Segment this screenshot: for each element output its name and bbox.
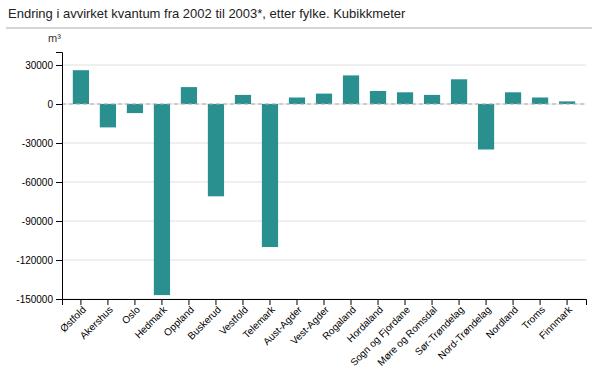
y-tick: -90000 bbox=[22, 216, 62, 227]
y-tick-label: -90000 bbox=[22, 216, 54, 227]
x-tick-mark bbox=[242, 299, 243, 305]
y-tick-mark bbox=[56, 104, 62, 105]
x-tick: Nordland bbox=[484, 299, 520, 340]
bar bbox=[100, 104, 116, 127]
grid-line bbox=[62, 65, 586, 66]
y-tick-mark bbox=[56, 143, 62, 144]
y-tick: 0 bbox=[47, 99, 62, 110]
x-tick-mark bbox=[107, 299, 108, 305]
bar bbox=[208, 104, 224, 196]
x-tick: Oslo bbox=[120, 299, 143, 326]
bar bbox=[127, 104, 143, 113]
grid bbox=[62, 65, 586, 299]
bar bbox=[73, 70, 89, 104]
x-tick-mark bbox=[188, 299, 189, 305]
y-tick-mark bbox=[56, 260, 62, 261]
x-tick-mark bbox=[351, 299, 352, 305]
zero-line bbox=[62, 104, 586, 105]
x-tick-mark bbox=[324, 299, 325, 305]
x-tick-mark bbox=[486, 299, 487, 305]
y-tick-label: -30000 bbox=[22, 138, 54, 149]
y-tick-label: 30000 bbox=[25, 60, 53, 71]
x-tick-label: Oslo bbox=[120, 304, 143, 327]
grid-line bbox=[62, 182, 586, 183]
bar bbox=[343, 75, 359, 104]
x-tick-mark bbox=[513, 299, 514, 305]
plot: -150000 -120000 -90000 -60000 -30000 0 30000 Øs… bbox=[16, 53, 586, 368]
x-tick-mark bbox=[161, 299, 162, 305]
grid-line bbox=[62, 260, 586, 261]
x-tick-mark bbox=[269, 299, 270, 305]
y-tick-mark bbox=[56, 65, 62, 66]
y-tick-label: 0 bbox=[47, 99, 53, 110]
x-tick-mark bbox=[459, 299, 460, 305]
y-axis-line bbox=[56, 53, 63, 300]
bar bbox=[154, 104, 170, 295]
bar bbox=[478, 104, 494, 150]
y-tick-label: -60000 bbox=[22, 177, 54, 188]
grid-line bbox=[62, 143, 586, 144]
y-axis: -150000 -120000 -90000 -60000 -30000 0 30000 bbox=[16, 53, 62, 305]
y-tick: -30000 bbox=[22, 138, 62, 149]
y-tick: -120000 bbox=[16, 255, 62, 266]
y-tick: -150000 bbox=[16, 294, 62, 305]
x-tick-label: Hedmark bbox=[133, 303, 170, 340]
x-tick: Buskerud bbox=[185, 299, 223, 342]
y-tick-mark bbox=[56, 221, 62, 222]
bar bbox=[451, 79, 467, 104]
x-tick-mark bbox=[567, 299, 568, 305]
title-rule bbox=[6, 28, 592, 29]
x-axis: ØstfoldAkershusOsloHedmarkOpplandBuskeru… bbox=[58, 299, 587, 368]
y-label: m³ bbox=[48, 32, 61, 44]
x-tick: Akershus bbox=[78, 299, 115, 341]
x-tick-label: Finnmark bbox=[537, 303, 575, 341]
bar bbox=[262, 104, 278, 247]
x-tick-label: Akershus bbox=[78, 304, 115, 341]
bar bbox=[289, 98, 305, 105]
bar bbox=[370, 91, 386, 104]
x-tick-mark bbox=[296, 299, 297, 305]
y-tick: 30000 bbox=[25, 60, 62, 71]
y-tick-label: -120000 bbox=[16, 255, 53, 266]
bar bbox=[316, 94, 332, 104]
bar bbox=[505, 92, 521, 104]
bar bbox=[532, 98, 548, 105]
bar bbox=[397, 92, 413, 104]
bar bbox=[181, 87, 197, 104]
x-tick-mark bbox=[80, 299, 81, 305]
x-axis-line bbox=[63, 300, 587, 306]
x-tick-mark bbox=[405, 299, 406, 305]
y-tick-label: -150000 bbox=[16, 294, 53, 305]
y-tick-mark bbox=[56, 182, 62, 183]
x-tick-mark bbox=[540, 299, 541, 305]
bar bbox=[235, 95, 251, 104]
x-tick-label: Buskerud bbox=[185, 304, 223, 342]
x-tick-mark bbox=[215, 299, 216, 305]
x-tick-mark bbox=[134, 299, 135, 305]
y-tick: -60000 bbox=[22, 177, 62, 188]
y-tick-mark bbox=[56, 299, 62, 300]
x-tick-mark bbox=[378, 299, 379, 305]
chart: Endring i avvirket kvantum fra 2002 til … bbox=[0, 0, 598, 391]
title: Endring i avvirket kvantum fra 2002 til … bbox=[8, 6, 406, 21]
x-tick-label: Nordland bbox=[484, 304, 520, 340]
bar bbox=[424, 95, 440, 104]
x-tick: Nord-Trøndelag bbox=[436, 299, 493, 361]
x-tick-mark bbox=[432, 299, 433, 305]
x-tick: Finnmark bbox=[537, 299, 575, 341]
grid-line bbox=[62, 221, 586, 222]
